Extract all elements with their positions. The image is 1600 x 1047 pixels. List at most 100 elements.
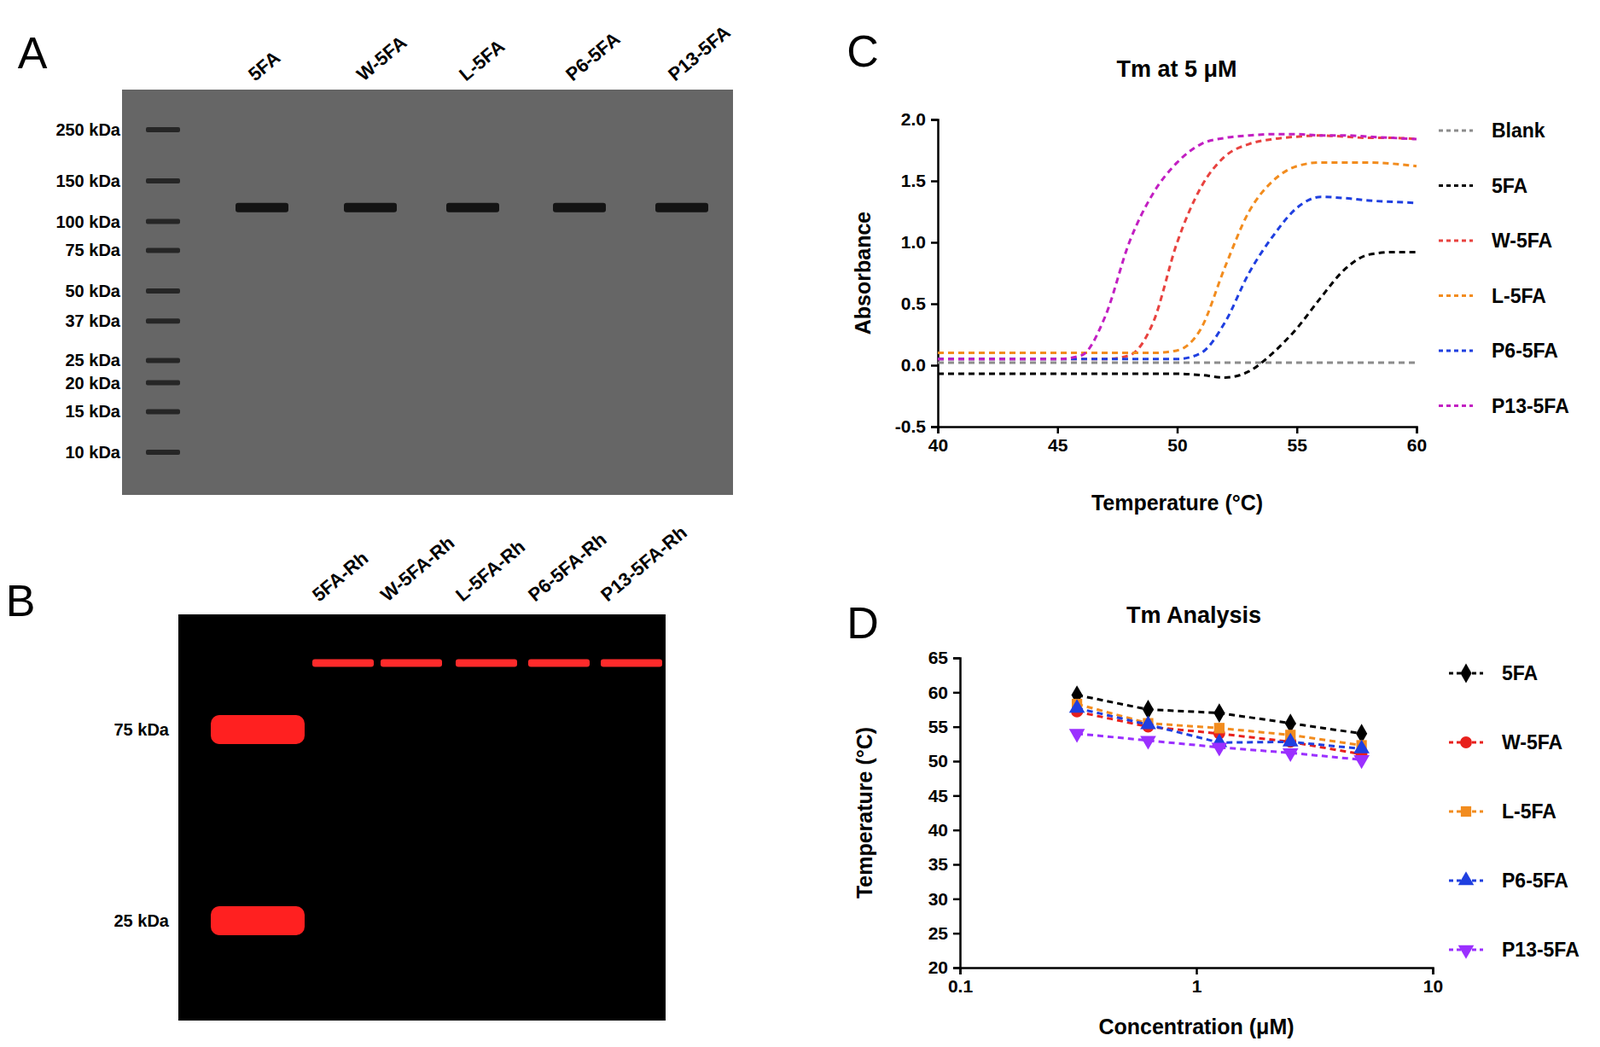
legend-marker (1458, 871, 1475, 885)
lane-label: P6-5FA (561, 28, 624, 86)
tick-label: 0.0 (901, 354, 926, 375)
legend-swatch (1438, 129, 1473, 133)
series-line (937, 135, 1417, 360)
x-axis-title: Temperature (°C) (1091, 490, 1263, 515)
legend-label: 5FA (1501, 662, 1538, 685)
tick: 1 (1192, 967, 1203, 996)
sample-band (600, 658, 663, 667)
ladder-label: 25 kDa (114, 911, 170, 931)
tick: 45 (928, 785, 960, 806)
tick-label: 55 (1287, 435, 1309, 455)
sample-band (528, 658, 590, 667)
y-axis-title: Temperature (°C) (852, 727, 877, 899)
lane-label: P13-5FA (663, 21, 735, 86)
axis-line (953, 658, 961, 969)
tick-label: 20 (928, 957, 949, 978)
ladder-label: 10 kDa (65, 442, 122, 462)
legend-marker (1460, 806, 1472, 817)
ladder-label: 37 kDa (65, 311, 122, 331)
legend-entry: L-5FA (1448, 800, 1557, 823)
tick: 50 (928, 750, 960, 771)
tick: 40 (928, 426, 949, 455)
tick-mark (1415, 426, 1419, 434)
series-line (937, 133, 1417, 360)
legend-entry: W-5FA (1448, 731, 1563, 754)
tick-mark (1431, 967, 1435, 975)
legend-entry: P6-5FA (1438, 339, 1559, 362)
legend-marker (1460, 663, 1472, 684)
legend-label: W-5FA (1491, 229, 1553, 252)
lane-label: W-5FA (352, 31, 411, 86)
legend-swatch (1438, 294, 1473, 297)
tick-label: 50 (928, 750, 949, 771)
legend-entry: L-5FA (1438, 285, 1547, 308)
sample-band (380, 658, 443, 667)
tick-label: 55 (928, 716, 949, 737)
ladder-label: 75 kDa (65, 240, 122, 260)
chart-panel: DTm Analysis0.111020253035404550556065Co… (846, 598, 1580, 1039)
tick-label: 45 (1047, 435, 1069, 455)
series-marker (1140, 735, 1157, 750)
axis-line (930, 120, 939, 428)
tick-label: 10 (1423, 976, 1443, 996)
legend-swatch (1438, 349, 1473, 353)
ladder-band (145, 288, 181, 294)
tick-mark (930, 302, 938, 306)
panel-label: B (5, 576, 36, 626)
y-axis: -0.50.00.51.01.52.0 (895, 109, 939, 437)
ladder-band (145, 380, 181, 386)
legend-entry: W-5FA (1438, 229, 1553, 252)
tick-mark (953, 692, 960, 695)
ladder-label: 20 kDa (65, 373, 122, 393)
tick-label: 1.5 (901, 170, 927, 191)
ladder-band (145, 178, 181, 184)
tick-mark (953, 898, 960, 902)
legend-marker (1458, 945, 1475, 960)
chart-title: Tm Analysis (1126, 602, 1262, 629)
y-axis-title: Absorbance (850, 211, 875, 336)
series-line (937, 162, 1417, 353)
panel-label: A (17, 28, 48, 78)
tick-label: 60 (928, 682, 949, 703)
legend-entry: P13-5FA (1438, 395, 1570, 418)
tick-mark (930, 118, 938, 122)
series-line (1076, 733, 1362, 761)
series-marker (1214, 722, 1225, 734)
series-marker (1211, 742, 1228, 757)
tick-label: 65 (928, 647, 949, 668)
legend-entry: 5FA (1448, 662, 1538, 685)
series-line (937, 197, 1417, 360)
tick: 0.0 (901, 354, 938, 375)
ladder-band (145, 247, 181, 253)
tick-label: 1.0 (901, 232, 926, 252)
lane-label: 5FA (244, 46, 285, 86)
tick-mark (953, 760, 960, 763)
ladder-label: 250 kDa (55, 120, 121, 140)
tick-label: 2.0 (901, 109, 926, 129)
tick-mark (930, 180, 938, 183)
lane-label: 5FA-Rh (308, 546, 373, 606)
axis-line (960, 968, 1434, 976)
lane-label: L-5FA (454, 34, 509, 86)
tick-mark (953, 795, 960, 798)
ladder-label: 150 kDa (55, 171, 121, 191)
tick-mark (1057, 426, 1060, 434)
x-axis: 4045505560 (928, 426, 1427, 455)
ladder-band (210, 906, 305, 936)
tick: 45 (1047, 426, 1069, 455)
ladder-band (145, 219, 181, 225)
tick-label: 35 (928, 854, 949, 874)
series-marker (1282, 733, 1299, 747)
sample-band (343, 203, 397, 213)
tick: 60 (1407, 426, 1427, 455)
tick-label: 25 (928, 923, 949, 943)
ladder-band (145, 449, 181, 455)
panel-label: C (846, 26, 879, 76)
tick-mark (1176, 426, 1180, 434)
ladder-label: 100 kDa (55, 212, 121, 232)
gel-panel: A250 kDa150 kDa100 kDa75 kDa50 kDa37 kDa… (17, 21, 735, 495)
tick-mark (953, 863, 960, 867)
tick: 0.1 (948, 967, 974, 996)
tick: -0.5 (895, 416, 938, 437)
chart-title: Tm at 5 μM (1116, 56, 1237, 82)
